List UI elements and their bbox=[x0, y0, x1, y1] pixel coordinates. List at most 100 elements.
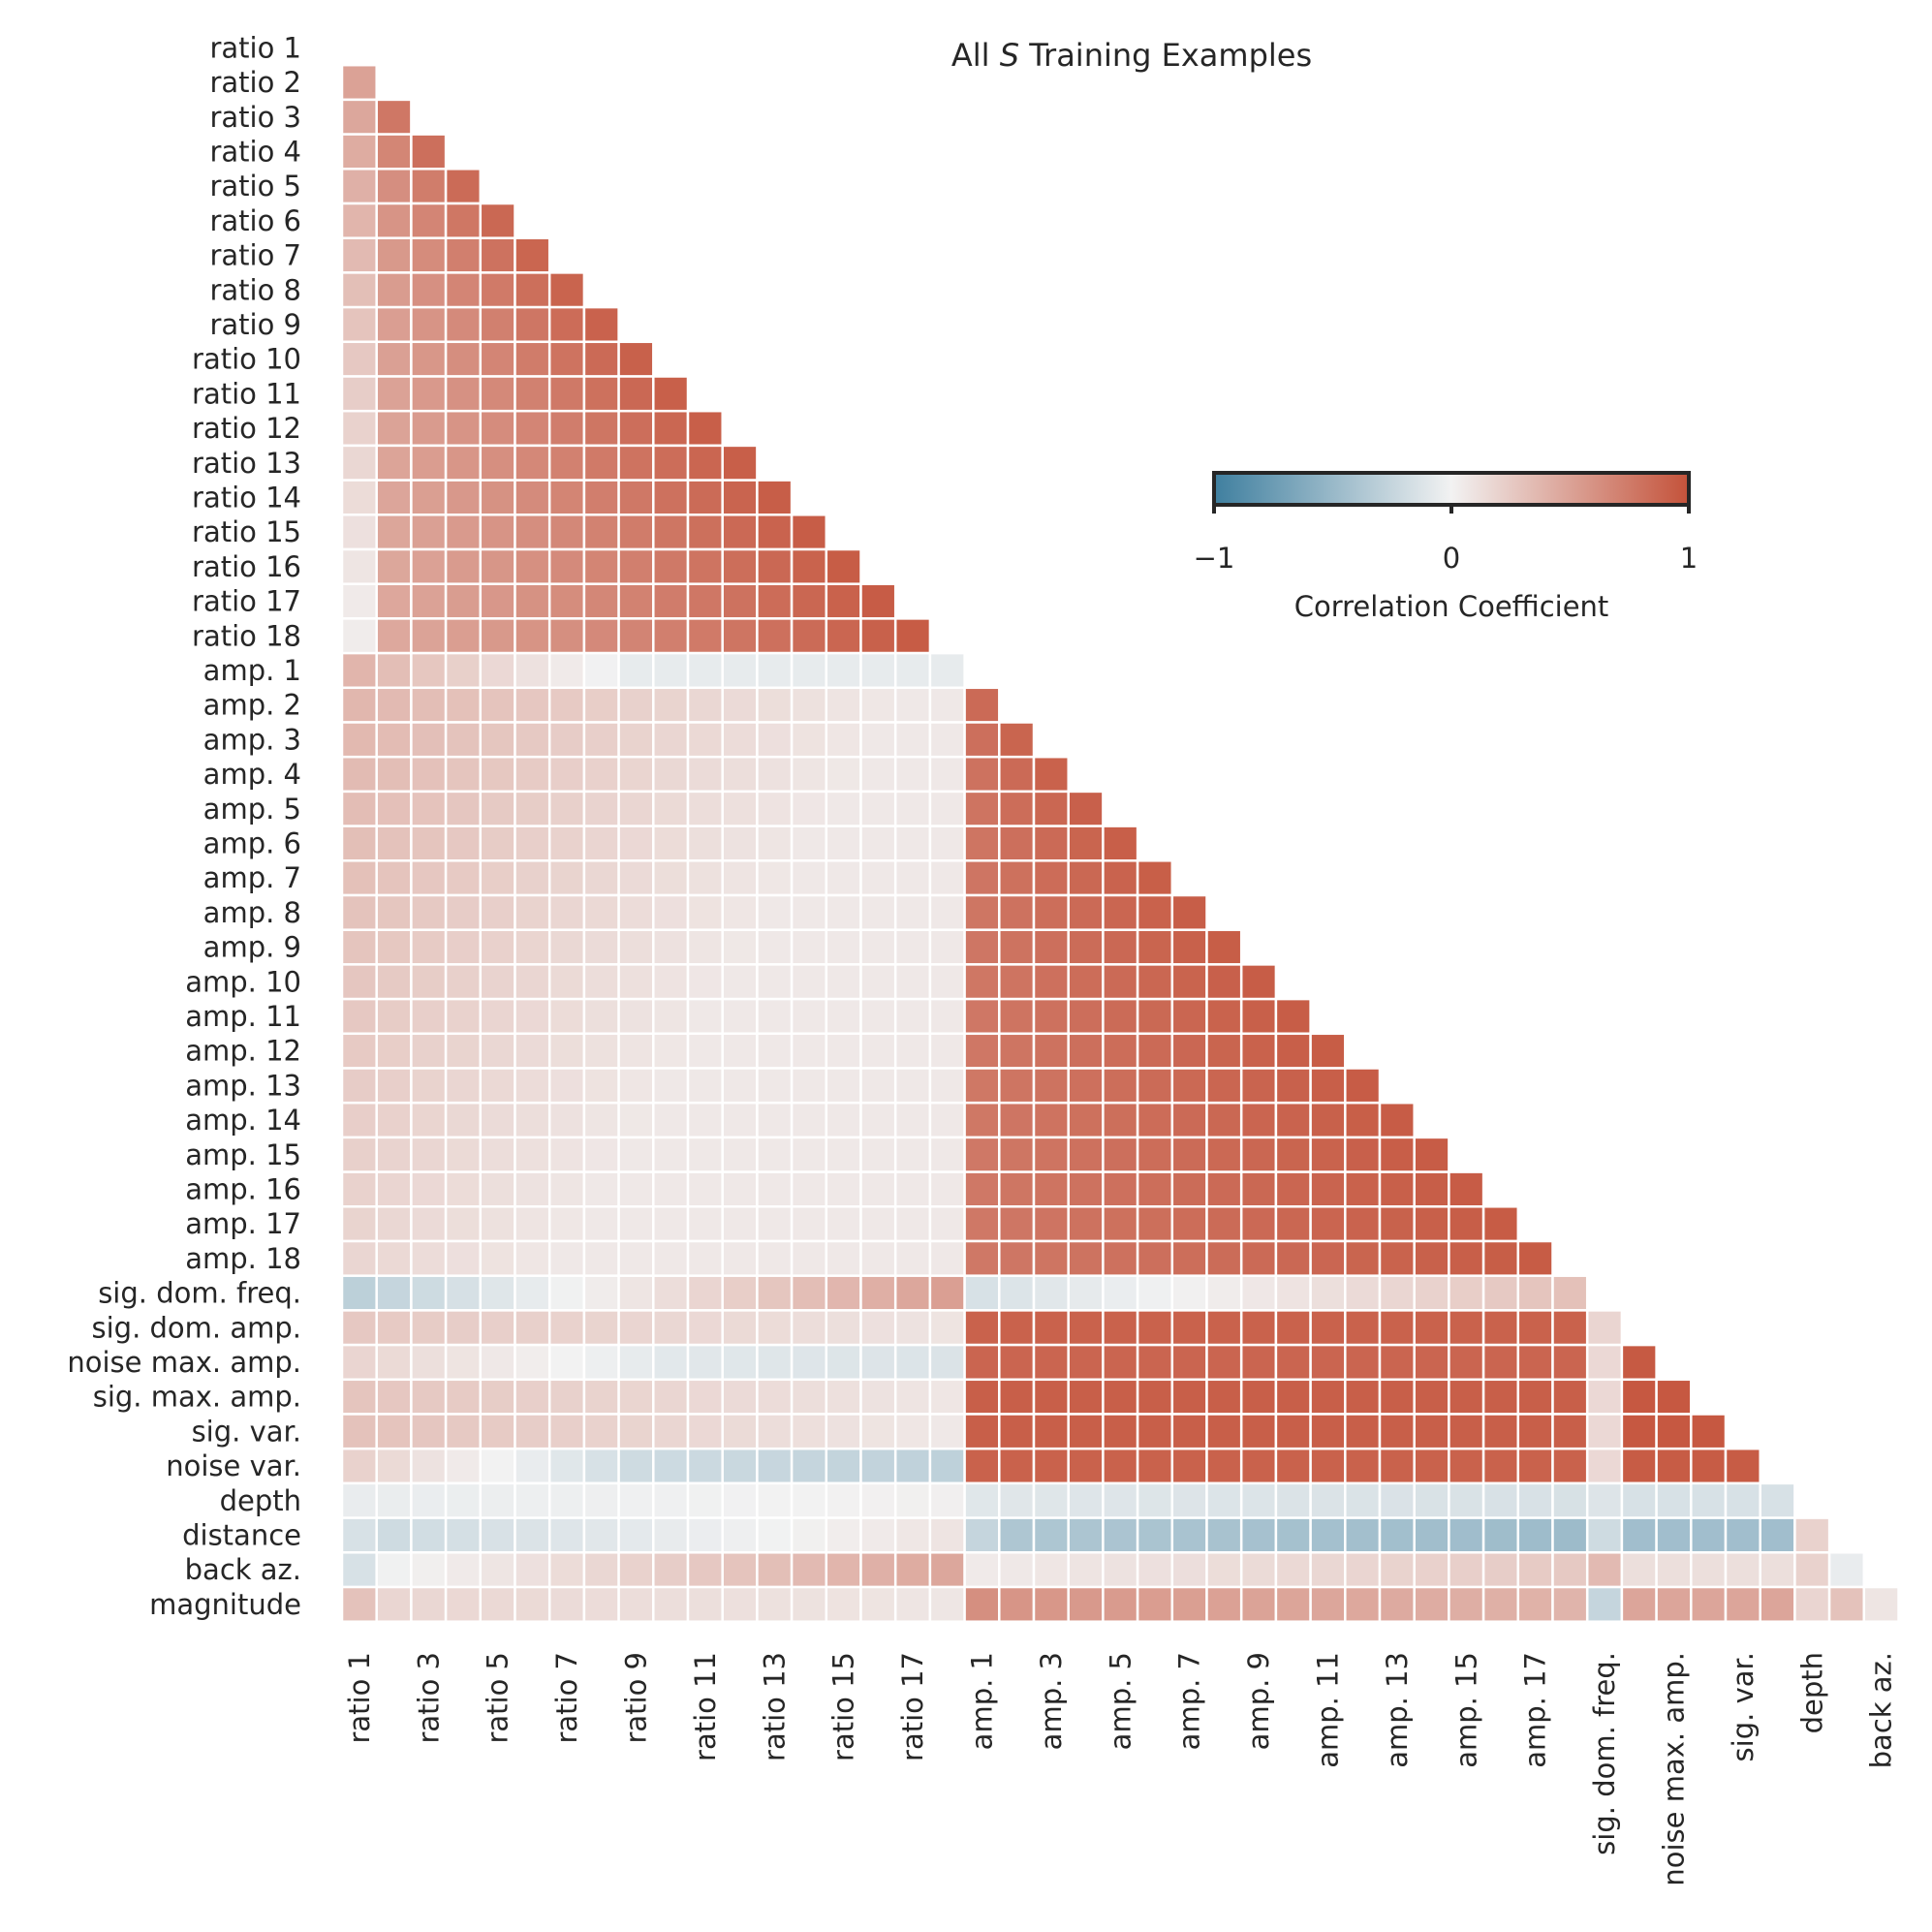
heatmap-cell-magnitude-x-ratio-5 bbox=[479, 1585, 516, 1623]
heatmap-cell-amp-7-x-ratio-6 bbox=[514, 859, 551, 897]
heatmap-cell-noise-var-x-ratio-5 bbox=[479, 1447, 516, 1485]
heatmap-cell-noise-max-amp-x-amp-18 bbox=[1551, 1343, 1589, 1382]
heatmap-cell-noise-max-amp-x-ratio-16 bbox=[859, 1343, 897, 1382]
heatmap-cell-noise-var-x-amp-10 bbox=[1274, 1447, 1312, 1485]
y-tick-label-ratio-18: ratio 18 bbox=[192, 619, 301, 652]
heatmap-cell-amp-2-x-ratio-4 bbox=[444, 686, 483, 724]
heatmap-cell-amp-15-x-ratio-6 bbox=[514, 1136, 551, 1173]
heatmap-cell-amp-5-x-ratio-12 bbox=[721, 790, 759, 827]
heatmap-cell-amp-3-x-ratio-9 bbox=[617, 721, 655, 759]
heatmap-cell-sig-dom-amp-x-amp-14 bbox=[1413, 1309, 1450, 1347]
heatmap-cell-amp-12-x-ratio-7 bbox=[547, 1032, 586, 1070]
chart-title-prefix: All bbox=[951, 37, 1000, 74]
heatmap-cell-amp-18-x-amp-10 bbox=[1274, 1239, 1312, 1277]
heatmap-cell-amp-7-x-ratio-2 bbox=[375, 859, 413, 897]
heatmap-cell-sig-dom-amp-x-ratio-5 bbox=[479, 1309, 516, 1347]
heatmap-cell-ratio-13-x-ratio-2 bbox=[375, 444, 413, 482]
heatmap-cell-amp-3-x-ratio-16 bbox=[859, 721, 897, 759]
heatmap-cell-sig-max-amp-x-amp-11 bbox=[1309, 1378, 1347, 1416]
heatmap-cell-distance-x-ratio-17 bbox=[893, 1516, 932, 1554]
heatmap-cell-amp-13-x-ratio-16 bbox=[859, 1067, 897, 1105]
y-tick-label-ratio-14: ratio 14 bbox=[192, 482, 301, 514]
heatmap-cell-sig-dom-freq-x-amp-16 bbox=[1481, 1274, 1520, 1312]
heatmap-cell-sig-var-x-amp-5 bbox=[1102, 1413, 1139, 1450]
heatmap-cell-amp-12-x-amp-10 bbox=[1274, 1032, 1312, 1070]
y-tick-label-noise-max-amp: noise max. amp. bbox=[67, 1346, 301, 1379]
heatmap-cell-back-az-x-amp-10 bbox=[1274, 1551, 1312, 1589]
heatmap-cell-amp-16-x-amp-2 bbox=[998, 1170, 1036, 1208]
heatmap-cell-amp-18-x-ratio-3 bbox=[410, 1239, 448, 1277]
heatmap-cell-amp-16-x-amp-6 bbox=[1136, 1170, 1174, 1208]
heatmap-cell-magnitude-x-ratio-12 bbox=[721, 1585, 759, 1623]
heatmap-cell-amp-4-x-ratio-2 bbox=[375, 755, 413, 794]
heatmap-cell-ratio-18-x-ratio-7 bbox=[547, 617, 586, 655]
heatmap-cell-sig-var-x-amp-4 bbox=[1067, 1413, 1105, 1450]
heatmap-cell-magnitude-x-amp-7 bbox=[1170, 1585, 1208, 1623]
heatmap-cell-amp-12-x-amp-3 bbox=[1032, 1032, 1070, 1070]
heatmap-cell-back-az-x-amp-18 bbox=[1551, 1551, 1589, 1589]
heatmap-cell-amp-11-x-ratio-13 bbox=[756, 997, 794, 1036]
heatmap-cell-amp-2-x-amp-1 bbox=[963, 686, 1001, 724]
heatmap-cell-noise-max-amp-x-amp-1 bbox=[963, 1343, 1001, 1382]
heatmap-cell-ratio-12-x-ratio-3 bbox=[410, 409, 448, 448]
heatmap-cell-depth-x-sig-var bbox=[1724, 1481, 1761, 1519]
heatmap-cell-distance-x-amp-18 bbox=[1551, 1516, 1589, 1554]
heatmap-cell-amp-17-x-ratio-16 bbox=[859, 1205, 897, 1243]
heatmap-cell-distance-x-sig-max-amp bbox=[1690, 1516, 1728, 1554]
heatmap-cell-noise-var-x-amp-9 bbox=[1239, 1447, 1278, 1485]
heatmap-cell-amp-4-x-ratio-11 bbox=[686, 755, 724, 794]
heatmap-cell-amp-3-x-ratio-12 bbox=[721, 721, 759, 759]
heatmap-cell-amp-17-x-ratio-18 bbox=[928, 1205, 966, 1243]
heatmap-cell-amp-6-x-ratio-11 bbox=[686, 825, 724, 862]
heatmap-cell-distance-x-depth bbox=[1793, 1516, 1831, 1554]
heatmap-cell-amp-17-x-amp-6 bbox=[1136, 1205, 1174, 1243]
heatmap-cell-amp-2-x-ratio-8 bbox=[582, 686, 620, 724]
heatmap-cell-amp-16-x-ratio-17 bbox=[893, 1170, 932, 1208]
heatmap-cell-ratio-17-x-ratio-10 bbox=[652, 582, 690, 620]
heatmap-cell-ratio-14-x-ratio-3 bbox=[410, 479, 448, 516]
heatmap-cell-ratio-11-x-ratio-10 bbox=[652, 375, 690, 413]
heatmap-cell-noise-var-x-ratio-16 bbox=[859, 1447, 897, 1485]
heatmap-cell-sig-var-x-ratio-7 bbox=[547, 1413, 586, 1450]
heatmap-cell-sig-dom-amp-x-amp-8 bbox=[1205, 1309, 1243, 1347]
heatmap-cell-noise-var-x-amp-15 bbox=[1448, 1447, 1485, 1485]
heatmap-cell-sig-dom-freq-x-amp-10 bbox=[1274, 1274, 1312, 1312]
heatmap-cell-sig-max-amp-x-amp-4 bbox=[1067, 1378, 1105, 1416]
heatmap-cell-amp-18-x-ratio-12 bbox=[721, 1239, 759, 1277]
heatmap-cell-sig-dom-amp-x-ratio-12 bbox=[721, 1309, 759, 1347]
heatmap-cell-amp-16-x-amp-4 bbox=[1067, 1170, 1105, 1208]
heatmap-cell-amp-12-x-ratio-15 bbox=[825, 1032, 862, 1070]
heatmap-cell-magnitude-x-amp-18 bbox=[1551, 1585, 1589, 1623]
heatmap-cell-ratio-15-x-ratio-14 bbox=[790, 514, 828, 551]
heatmap-cell-amp-12-x-ratio-14 bbox=[790, 1032, 828, 1070]
heatmap-cell-ratio-17-x-ratio-15 bbox=[825, 582, 862, 620]
heatmap-cell-amp-16-x-ratio-14 bbox=[790, 1170, 828, 1208]
heatmap-cell-amp-9-x-ratio-15 bbox=[825, 928, 862, 966]
heatmap-cell-sig-max-amp-x-amp-1 bbox=[963, 1378, 1001, 1416]
heatmap-cell-amp-4-x-ratio-8 bbox=[582, 755, 620, 794]
heatmap-cell-ratio-16-x-ratio-9 bbox=[617, 547, 655, 585]
heatmap-cell-distance-x-sig-dom-amp bbox=[1620, 1516, 1658, 1554]
heatmap-cell-sig-var-x-ratio-13 bbox=[756, 1413, 794, 1450]
heatmap-cell-ratio-17-x-ratio-13 bbox=[756, 582, 794, 620]
heatmap-cell-amp-17-x-amp-4 bbox=[1067, 1205, 1105, 1243]
heatmap-cell-sig-dom-amp-x-ratio-3 bbox=[410, 1309, 448, 1347]
heatmap-cell-amp-18-x-ratio-4 bbox=[444, 1239, 483, 1277]
heatmap-cell-back-az-x-amp-8 bbox=[1205, 1551, 1243, 1589]
heatmap-cell-back-az-x-amp-6 bbox=[1136, 1551, 1174, 1589]
heatmap-cell-sig-var-x-ratio-6 bbox=[514, 1413, 551, 1450]
heatmap-cell-amp-10-x-ratio-7 bbox=[547, 963, 586, 1001]
heatmap-cell-sig-dom-freq-x-amp-1 bbox=[963, 1274, 1001, 1312]
heatmap-cell-amp-17-x-ratio-5 bbox=[479, 1205, 516, 1243]
heatmap-cell-amp-18-x-ratio-11 bbox=[686, 1239, 724, 1277]
heatmap-cell-distance-x-ratio-9 bbox=[617, 1516, 655, 1554]
heatmap-cell-amp-12-x-amp-5 bbox=[1102, 1032, 1139, 1070]
heatmap-cell-noise-max-amp-x-amp-9 bbox=[1239, 1343, 1278, 1382]
heatmap-cell-magnitude-x-depth bbox=[1793, 1585, 1831, 1623]
heatmap-cell-amp-7-x-amp-5 bbox=[1102, 859, 1139, 897]
heatmap-cell-amp-14-x-ratio-8 bbox=[582, 1101, 620, 1139]
y-tick-label-ratio-1: ratio 1 bbox=[209, 31, 301, 64]
heatmap-cell-amp-17-x-amp-14 bbox=[1413, 1205, 1450, 1243]
heatmap-cell-magnitude-x-amp-10 bbox=[1274, 1585, 1312, 1623]
heatmap-cell-distance-x-ratio-5 bbox=[479, 1516, 516, 1554]
